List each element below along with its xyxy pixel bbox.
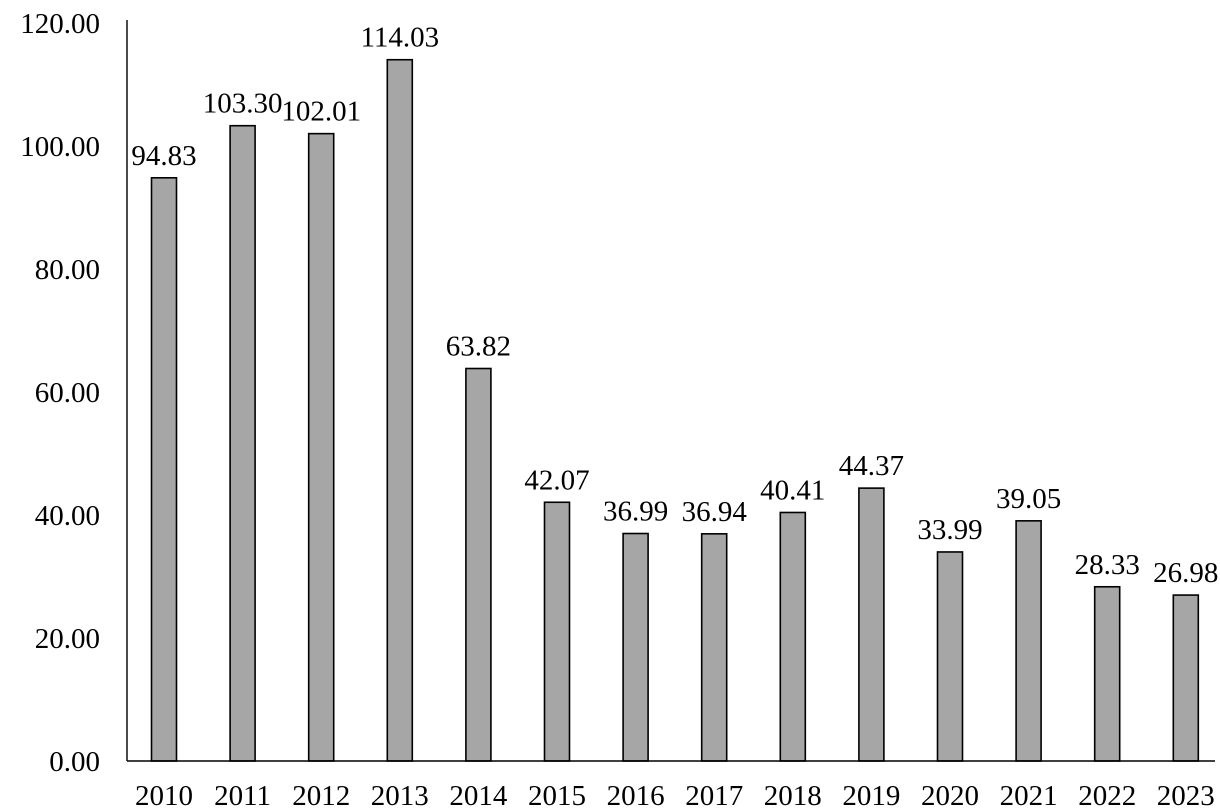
y-tick-label: 40.00 bbox=[35, 500, 100, 532]
bar-2010 bbox=[152, 178, 177, 761]
x-tick-label: 2018 bbox=[764, 780, 822, 812]
bar-value-label: 33.99 bbox=[917, 514, 982, 546]
x-tick-label: 2014 bbox=[449, 780, 508, 812]
bar-value-label: 26.98 bbox=[1153, 557, 1218, 589]
bar-value-label: 36.99 bbox=[603, 496, 668, 528]
bar-2014 bbox=[466, 369, 491, 761]
bar-value-label: 40.41 bbox=[760, 474, 825, 506]
x-axis-labels: 2010 2011 2012 2013 2014 2015 2016 2017 2018 2019… bbox=[135, 780, 1215, 812]
x-tick-label: 2017 bbox=[685, 780, 743, 812]
x-tick-label: 2022 bbox=[1078, 780, 1136, 812]
bar-2021 bbox=[1016, 521, 1041, 761]
y-axis-ticks: 0.00 20.00 40.00 60.00 80.00 100.00 120.00 bbox=[20, 8, 100, 778]
y-tick-label: 60.00 bbox=[35, 377, 100, 409]
bar-2012 bbox=[309, 134, 334, 761]
bar-value-label: 28.33 bbox=[1075, 549, 1140, 581]
bar-2018 bbox=[780, 512, 805, 761]
x-tick-label: 2012 bbox=[292, 780, 350, 812]
x-tick-label: 2016 bbox=[607, 780, 665, 812]
bar-2022 bbox=[1095, 587, 1120, 761]
bar-2011 bbox=[230, 126, 255, 761]
x-tick-label: 2013 bbox=[371, 780, 429, 812]
y-tick-label: 80.00 bbox=[35, 254, 100, 286]
bar-value-label: 114.03 bbox=[360, 22, 439, 54]
y-tick-label: 20.00 bbox=[35, 623, 100, 655]
bar-2015 bbox=[545, 502, 570, 761]
x-tick-label: 2020 bbox=[921, 780, 979, 812]
y-tick-label: 0.00 bbox=[49, 746, 100, 778]
bar-2013 bbox=[387, 60, 412, 761]
bar-2016 bbox=[623, 534, 648, 761]
bar-value-label: 36.94 bbox=[682, 496, 748, 528]
bar-value-label: 63.82 bbox=[446, 331, 511, 363]
bar-value-label: 103.30 bbox=[203, 88, 283, 120]
bar-2017 bbox=[702, 534, 727, 761]
x-tick-label: 2010 bbox=[135, 780, 193, 812]
y-tick-label: 120.00 bbox=[20, 8, 100, 40]
bar-value-label: 39.05 bbox=[996, 483, 1061, 515]
bar-2019 bbox=[859, 488, 884, 761]
bars bbox=[152, 60, 1199, 761]
bar-2020 bbox=[938, 552, 963, 761]
bar-value-label: 42.07 bbox=[524, 464, 589, 496]
x-tick-label: 2015 bbox=[528, 780, 586, 812]
x-tick-label: 2023 bbox=[1157, 780, 1215, 812]
x-tick-label: 2019 bbox=[842, 780, 900, 812]
bar-value-label: 94.83 bbox=[131, 140, 196, 172]
x-tick-label: 2011 bbox=[214, 780, 271, 812]
bar-2023 bbox=[1173, 595, 1198, 761]
bar-value-label: 44.37 bbox=[839, 450, 904, 482]
y-tick-label: 100.00 bbox=[20, 131, 100, 163]
bar-value-label: 102.01 bbox=[281, 96, 361, 128]
x-tick-label: 2021 bbox=[1000, 780, 1058, 812]
